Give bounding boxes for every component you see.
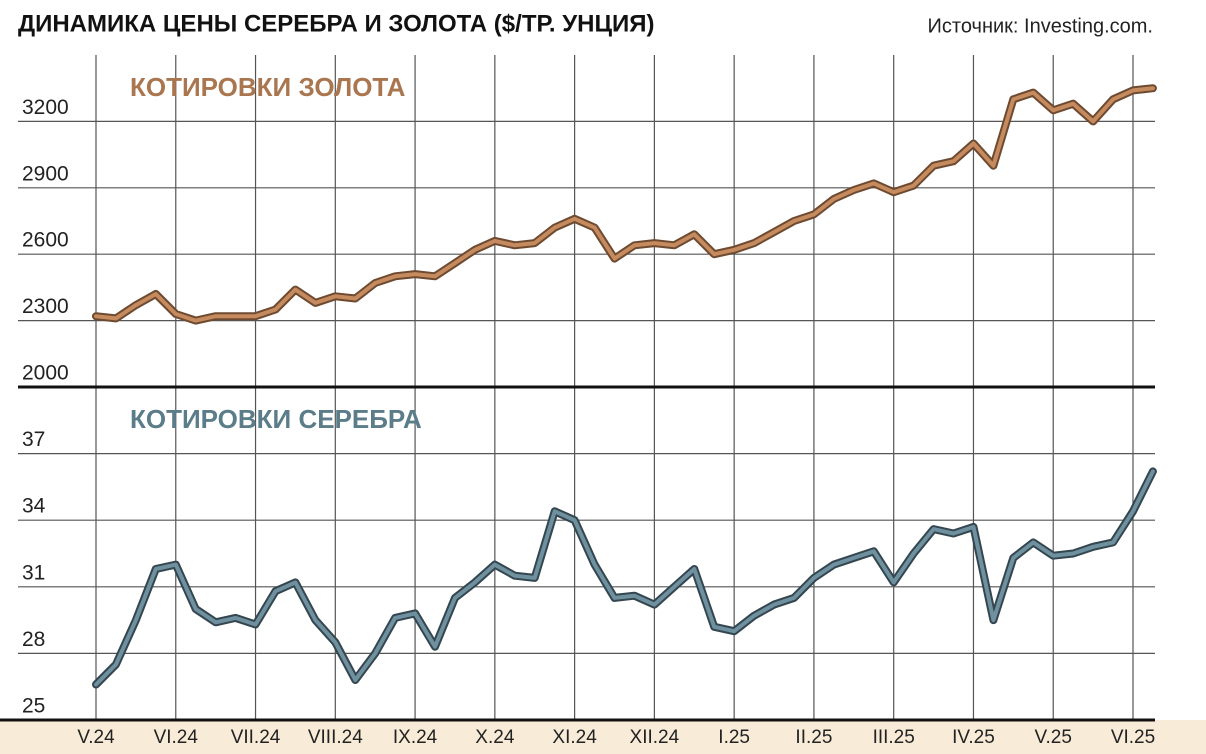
x-tick-label: I.25 [718,727,750,748]
x-tick-label: V.24 [77,727,115,748]
x-tick-label: III.25 [873,727,915,748]
chart-title: ДИНАМИКА ЦЕНЫ СЕРЕБРА И ЗОЛОТА ($/ТР. УН… [18,10,655,37]
line [94,86,1155,323]
x-tick-label: VIII.24 [308,727,363,748]
x-tick-label: X.24 [475,727,515,748]
x-tick-label: VI.25 [1111,727,1155,748]
y-tick-label: 2000 [22,362,69,385]
x-tick-label: VI.24 [154,727,199,748]
x-tick-label: IX.24 [393,727,438,748]
y-tick-label: 3200 [22,96,69,119]
y-tick-label: 34 [22,495,46,518]
y-tick-label: 2900 [22,162,69,185]
y-tick-label: 2300 [22,295,69,318]
panel-title: КОТИРОВКИ СЕРЕБРА [130,404,422,434]
x-tick-label: XI.24 [552,727,597,748]
source: Источник: Investing.com. [928,15,1153,37]
x-tick-label: VII.24 [231,727,281,748]
x-tick-label: II.25 [795,727,832,748]
x-tick-label: XII.24 [630,727,680,748]
panel-title: КОТИРОВКИ ЗОЛОТА [130,72,406,102]
line-outline [92,84,1157,325]
x-tick-label: V.25 [1035,727,1072,748]
y-tick-label: 31 [22,561,45,584]
y-tick-label: 28 [22,628,45,651]
x-axis-band [0,720,1206,754]
line-outline [92,467,1157,689]
y-tick-label: 37 [22,428,45,451]
line [94,469,1155,687]
y-tick-label: 2600 [22,229,69,252]
y-tick-label: 25 [22,695,45,718]
x-tick-label: IV.25 [952,727,995,748]
